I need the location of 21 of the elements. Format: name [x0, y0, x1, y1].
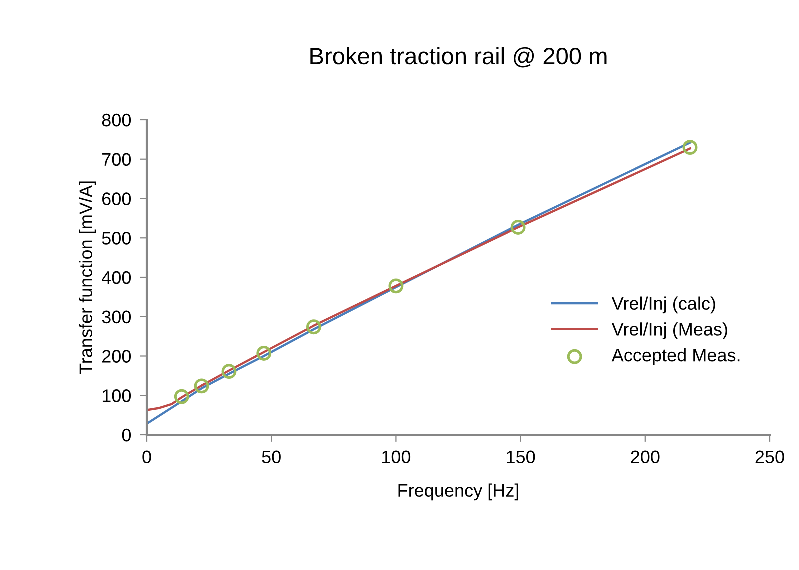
x-tick-label: 100 [382, 450, 411, 464]
y-tick-label: 400 [102, 271, 132, 284]
y-tick-label: 700 [102, 153, 132, 166]
y-tick-label: 300 [102, 310, 132, 324]
legend-label: Vrel/Inj (Meas) [612, 322, 728, 340]
x-tick-label: 0 [142, 450, 152, 464]
y-tick-label: 500 [102, 232, 132, 245]
legend-label: Vrel/Inj (calc) [612, 296, 716, 314]
x-tick-label: 50 [262, 450, 281, 464]
y-tick-label: 100 [102, 390, 132, 402]
y-tick-label: 800 [102, 114, 132, 127]
x-tick-label: 200 [631, 450, 660, 464]
y-tick-label: 0 [122, 428, 132, 442]
x-axis-title: Frequency [Hz] [398, 484, 518, 501]
x-tick-label: 150 [507, 450, 536, 464]
x-tick-label: 250 [756, 450, 784, 464]
legend-label: Accepted Meas. [612, 348, 740, 366]
chart-title: Broken traction rail @ 200 m [310, 47, 607, 68]
y-tick-label: 200 [102, 350, 132, 363]
y-tick-label: 600 [102, 192, 132, 206]
y-axis-title: Transfer function [mV/A] [79, 182, 96, 374]
